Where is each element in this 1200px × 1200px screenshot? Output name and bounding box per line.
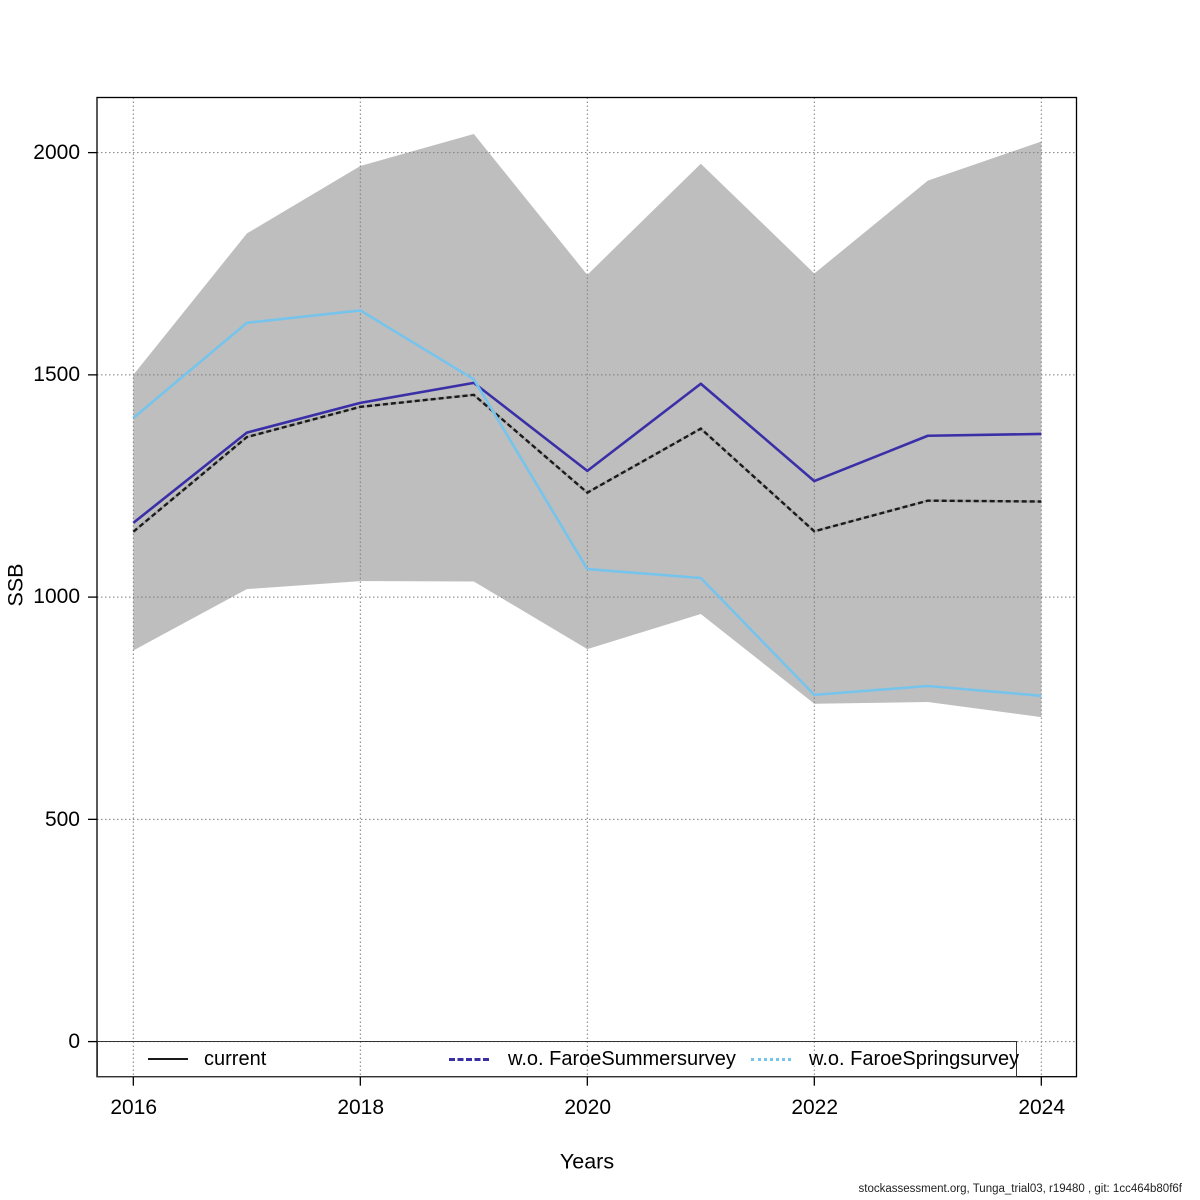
legend-line-sample-wo-faroesummersurvey — [449, 1058, 489, 1061]
x-tick-label: 2020 — [564, 1096, 612, 1119]
series-line-w-o-faroesummersurvey — [132, 381, 1042, 524]
series-line-current — [132, 393, 1042, 533]
y-tick-label: 1500 — [33, 363, 80, 386]
legend: current w.o. FaroeSummersurvey w.o. Faro… — [97, 1041, 1020, 1077]
legend-line-sample-current — [148, 1058, 188, 1060]
x-tick-label: 2016 — [110, 1096, 158, 1119]
y-tick-label: 1000 — [33, 585, 80, 609]
x-tick-label: 2022 — [791, 1096, 839, 1119]
y-tick-label: 2000 — [33, 140, 80, 164]
y-tick-label: 500 — [44, 807, 80, 831]
series-line-w-o-faroespringsurvey — [132, 309, 1042, 698]
legend-label-current: current — [204, 1048, 267, 1070]
footer-watermark: stockassessment.org, Tunga_trial03, r194… — [858, 1183, 1182, 1195]
legend-line-sample-wo-faroespringsurvey — [751, 1058, 791, 1061]
legend-label-wo-faroespringsurvey: w.o. FaroeSpringsurvey — [809, 1048, 1020, 1070]
x-tick-label: 2024 — [1018, 1096, 1066, 1119]
y-tick-label: 0 — [68, 1029, 80, 1053]
x-tick-label: 2018 — [337, 1096, 385, 1119]
x-axis-title: Years — [559, 1149, 615, 1174]
legend-label-wo-faroesummersurvey: w.o. FaroeSummersurvey — [508, 1048, 736, 1070]
